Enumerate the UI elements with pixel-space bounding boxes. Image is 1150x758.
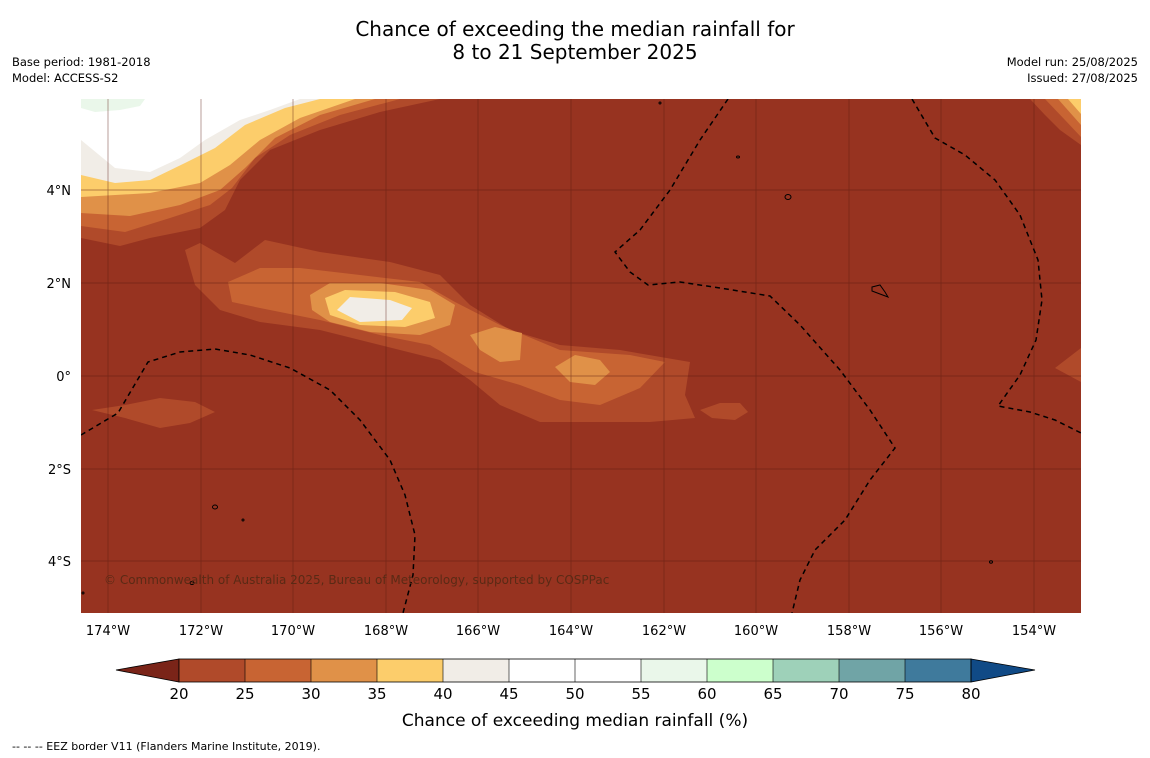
meta-right: Model run: 25/08/2025 Issued: 27/08/2025: [1007, 55, 1138, 86]
colorbar-label: 60: [697, 685, 716, 703]
contour-patch-30-35-b: [555, 355, 610, 385]
colorbar-title: Chance of exceeding median rainfall (%): [402, 711, 748, 731]
colorbar-label: 55: [631, 685, 650, 703]
colorbar-label: 45: [499, 685, 518, 703]
colorbar-label: 70: [829, 685, 848, 703]
title-line-1: Chance of exceeding the median rainfall …: [355, 17, 795, 41]
y-tick-label: 2°N: [47, 277, 72, 292]
islands: [81, 101, 993, 595]
base-period: Base period: 1981-2018: [12, 55, 151, 69]
y-tick-label: 2°S: [48, 463, 71, 478]
eez-border-west: [81, 348, 416, 613]
colorbar-swatch-55-60: [641, 659, 707, 682]
rainfall-map: © Commonwealth of Australia 2025, Bureau…: [81, 99, 1081, 613]
colorbar-label: 80: [961, 685, 980, 703]
colorbar-swatch-70-75: [839, 659, 905, 682]
x-tick-label: 154°W: [1012, 624, 1056, 639]
y-tick-label: 4°S: [48, 555, 71, 570]
contour-right-edge: [1055, 348, 1081, 382]
colorbar-label: 40: [433, 685, 452, 703]
colorbar-label: 35: [367, 685, 386, 703]
colorbar-swatch-20-25: [179, 659, 245, 682]
eez-footnote: -- -- -- EEZ border V11 (Flanders Marine…: [12, 740, 321, 753]
contour-patch-west: [92, 398, 215, 428]
colorbar-swatch-60-65: [707, 659, 773, 682]
y-tick-label: 4°N: [47, 184, 72, 199]
colorbar-swatch-75-80: [905, 659, 971, 682]
colorbar-swatch-25-30: [245, 659, 311, 682]
map-title: Chance of exceeding the median rainfall …: [0, 18, 1150, 64]
x-tick-label: 160°W: [734, 624, 778, 639]
contour-tl-55-60: [81, 99, 145, 112]
model-run: Model run: 25/08/2025: [1006, 55, 1138, 69]
gridlines: [81, 99, 1081, 613]
title-line-2: 8 to 21 September 2025: [452, 40, 698, 64]
contour-tr-35-40: [1068, 99, 1081, 114]
colorbar-swatch-30-35: [311, 659, 377, 682]
y-axis: 4°N 2°N 0° 2°S 4°S: [47, 184, 72, 570]
colorbar-swatch-50-55: [575, 659, 641, 682]
colorbar-label: 65: [763, 685, 782, 703]
colorbar-extend-low: [115, 658, 180, 683]
model-name: Model: ACCESS-S2: [12, 70, 119, 85]
x-tick-label: 162°W: [642, 624, 686, 639]
eez-border-central: [613, 99, 896, 613]
x-tick-label: 174°W: [86, 624, 130, 639]
x-axis: 174°W 172°W 170°W 168°W 166°W 164°W 162°…: [86, 624, 1056, 639]
eez-borders: [81, 99, 1081, 613]
x-tick-label: 170°W: [271, 624, 315, 639]
contour-patch-30-35-a: [470, 327, 522, 362]
x-tick-label: 168°W: [364, 624, 408, 639]
x-tick-label: 164°W: [549, 624, 593, 639]
contour-patch-east: [700, 403, 748, 420]
colorbar-extend-high: [970, 658, 1036, 683]
colorbar-label: 30: [301, 685, 320, 703]
colorbar-swatch-45-50: [509, 659, 575, 682]
issued-date: Issued: 27/08/2025: [1027, 70, 1138, 85]
x-tick-label: 156°W: [919, 624, 963, 639]
colorbar-swatch-40-45: [443, 659, 509, 682]
eez-border-east: [911, 99, 1081, 434]
contour-center-40-45: [337, 297, 412, 322]
colorbar: 20 25 30 35 40 45 50 55 60 65 70 75 80 C…: [115, 658, 1036, 731]
colorbar-swatch-65-70: [773, 659, 839, 682]
x-tick-label: 158°W: [827, 624, 871, 639]
colorbar-label: 50: [565, 685, 584, 703]
meta-left: Base period: 1981-2018 Model: ACCESS-S2: [12, 55, 151, 86]
colorbar-label: 20: [169, 685, 188, 703]
contour-tl-45-55: [81, 99, 300, 172]
colorbar-swatch-35-40: [377, 659, 443, 682]
colorbar-label: 25: [235, 685, 254, 703]
copyright-notice: © Commonwealth of Australia 2025, Bureau…: [104, 573, 609, 587]
y-tick-label: 0°: [56, 370, 71, 385]
x-tick-label: 166°W: [456, 624, 500, 639]
x-tick-label: 172°W: [179, 624, 223, 639]
colorbar-label: 75: [895, 685, 914, 703]
